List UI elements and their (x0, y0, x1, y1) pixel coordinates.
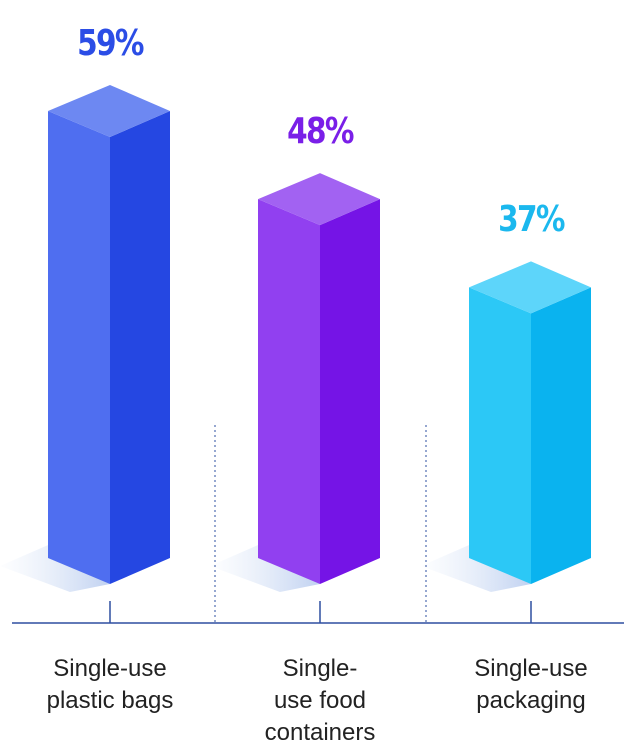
category-label-line: packaging (476, 687, 586, 714)
bar-top-face (48, 85, 170, 137)
bar (48, 85, 170, 584)
category-label-line: Single- (282, 655, 358, 682)
category-label-line: Single-use (53, 655, 167, 682)
bar-side-face (110, 111, 170, 584)
category-label: Single-use food containers (235, 653, 405, 749)
value-label: 59% (77, 23, 144, 64)
bar-shadow (0, 542, 110, 592)
category-label: Single-use plastic bags (25, 653, 195, 717)
category-label-line: use food (273, 687, 367, 714)
bar-front-face (469, 287, 531, 584)
value-label: 37% (498, 199, 565, 241)
category-label-line: plastic bags (46, 687, 174, 714)
bar-shadow (210, 542, 320, 592)
bar-top-face (469, 261, 591, 314)
bar-front-face (258, 199, 320, 584)
bar-side-face (320, 199, 380, 584)
bar-shadow (421, 542, 531, 592)
bar-side-face (531, 287, 591, 584)
category-label: Single-use packaging (446, 653, 616, 717)
bar-front-face (48, 111, 110, 584)
category-label-line: Single-use (474, 655, 588, 682)
bar (469, 261, 591, 584)
value-label: 48% (287, 111, 354, 153)
category-label-line: containers (264, 719, 376, 746)
bar (258, 173, 380, 584)
bar-top-face (258, 173, 380, 226)
